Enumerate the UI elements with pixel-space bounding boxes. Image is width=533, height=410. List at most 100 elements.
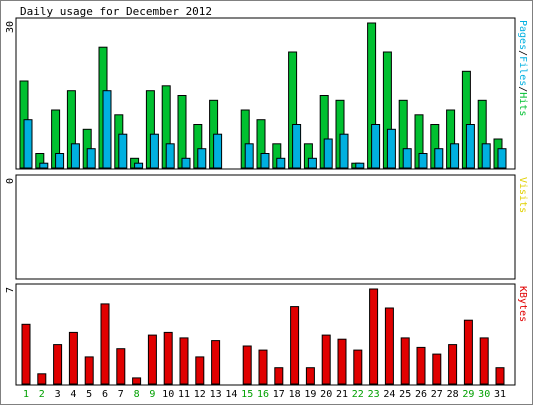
kbytes-bar-day-11 <box>179 337 189 385</box>
day-label-20: 20 <box>320 389 332 400</box>
files-bar-day-25 <box>402 148 412 169</box>
kbytes-bar-day-24 <box>384 307 394 385</box>
kbytes-bar-day-18 <box>290 306 300 385</box>
day-label-21: 21 <box>336 389 348 400</box>
kbytes-bar-day-4 <box>68 331 78 385</box>
kbytes-bar-day-27 <box>432 353 442 385</box>
hits-bar-day-11 <box>177 95 187 169</box>
hits-files-bars <box>19 22 507 169</box>
kbytes-bar-day-25 <box>400 337 410 385</box>
ymax-label-visits: 0 <box>5 178 16 184</box>
files-bar-day-17 <box>276 157 286 169</box>
kbytes-bar-day-6 <box>100 303 110 385</box>
kbytes-bar-day-12 <box>195 356 205 385</box>
files-bar-day-4 <box>70 143 80 169</box>
right-label-pages-files-hits: Pages/Files/Hits <box>517 20 528 116</box>
kbytes-bar-day-17 <box>274 367 284 385</box>
day-label-12: 12 <box>194 389 206 400</box>
day-label-7: 7 <box>118 389 124 400</box>
day-label-27: 27 <box>431 389 443 400</box>
kbytes-bar-day-30 <box>479 337 489 385</box>
files-bar-day-30 <box>481 143 491 169</box>
day-label-22: 22 <box>352 389 364 400</box>
files-bar-day-6 <box>102 90 112 169</box>
kbytes-bar-day-15 <box>242 345 252 385</box>
kbytes-bar-day-3 <box>53 344 63 385</box>
files-bar-day-24 <box>386 128 396 169</box>
files-bar-day-8 <box>134 162 144 169</box>
files-bar-day-16 <box>260 153 270 169</box>
kbytes-bar-day-2 <box>37 373 47 385</box>
kbytes-bar-day-29 <box>463 319 473 385</box>
files-bar-day-28 <box>450 143 460 169</box>
day-label-16: 16 <box>257 389 269 400</box>
kbytes-bar-day-21 <box>337 338 347 385</box>
kbytes-bar-day-19 <box>305 367 315 385</box>
kbytes-bar-day-5 <box>84 356 94 385</box>
day-label-4: 4 <box>70 389 76 400</box>
day-label-17: 17 <box>273 389 285 400</box>
kbytes-bars <box>21 288 505 385</box>
files-bar-day-23 <box>371 124 381 169</box>
chart-title: Daily usage for December 2012 <box>20 5 212 18</box>
day-label-25: 25 <box>399 389 411 400</box>
files-bar-day-20 <box>323 138 333 169</box>
files-bar-day-2 <box>39 162 49 169</box>
files-bar-day-26 <box>418 153 428 169</box>
right-label-part-2: Files <box>517 56 528 86</box>
files-bar-day-29 <box>465 124 475 169</box>
kbytes-bar-day-16 <box>258 349 268 385</box>
panel-visits <box>15 174 516 280</box>
day-label-24: 24 <box>383 389 395 400</box>
kbytes-bar-day-13 <box>211 340 221 385</box>
kbytes-bar-day-7 <box>116 348 126 385</box>
day-label-31: 31 <box>494 389 506 400</box>
files-bar-day-9 <box>149 133 159 169</box>
day-label-13: 13 <box>210 389 222 400</box>
files-bar-day-11 <box>181 157 191 169</box>
files-bar-day-13 <box>213 133 223 169</box>
day-label-2: 2 <box>39 389 45 400</box>
kbytes-bar-day-22 <box>353 349 363 385</box>
day-label-5: 5 <box>86 389 92 400</box>
day-label-1: 1 <box>23 389 29 400</box>
files-bar-day-22 <box>355 162 365 169</box>
right-label-part-3: / <box>517 86 528 92</box>
right-label-part-1: / <box>517 50 528 56</box>
day-label-18: 18 <box>289 389 301 400</box>
kbytes-bar-day-8 <box>132 377 142 385</box>
right-label-part-0: Visits <box>517 177 528 213</box>
day-label-9: 9 <box>149 389 155 400</box>
day-label-30: 30 <box>478 389 490 400</box>
kbytes-bar-day-1 <box>21 323 31 385</box>
day-label-14: 14 <box>225 389 237 400</box>
day-label-15: 15 <box>241 389 253 400</box>
kbytes-bar-day-28 <box>448 344 458 385</box>
files-bar-day-12 <box>197 148 207 169</box>
files-bar-day-1 <box>23 119 33 169</box>
kbytes-bar-day-31 <box>495 367 505 385</box>
right-label-kbytes: KBytes <box>517 286 528 322</box>
right-label-part-4: Hits <box>517 92 528 116</box>
files-bar-day-18 <box>292 124 302 169</box>
files-bar-day-7 <box>118 133 128 169</box>
kbytes-bar-day-26 <box>416 346 426 385</box>
files-bar-day-10 <box>165 143 175 169</box>
files-bar-day-21 <box>339 133 349 169</box>
day-label-10: 10 <box>162 389 174 400</box>
ymax-label-kbytes: 7 <box>5 287 16 293</box>
day-label-26: 26 <box>415 389 427 400</box>
day-label-19: 19 <box>304 389 316 400</box>
day-label-6: 6 <box>102 389 108 400</box>
files-bar-day-31 <box>497 148 507 169</box>
kbytes-bar-day-9 <box>147 334 157 385</box>
right-label-part-0: Pages <box>517 20 528 50</box>
day-label-29: 29 <box>462 389 474 400</box>
day-label-8: 8 <box>134 389 140 400</box>
files-bar-day-5 <box>86 148 96 169</box>
files-bar-day-27 <box>434 148 444 169</box>
kbytes-bar-day-20 <box>321 334 331 385</box>
files-bar-day-15 <box>244 143 254 169</box>
ymax-label-pages-files-hits: 30 <box>5 21 16 33</box>
